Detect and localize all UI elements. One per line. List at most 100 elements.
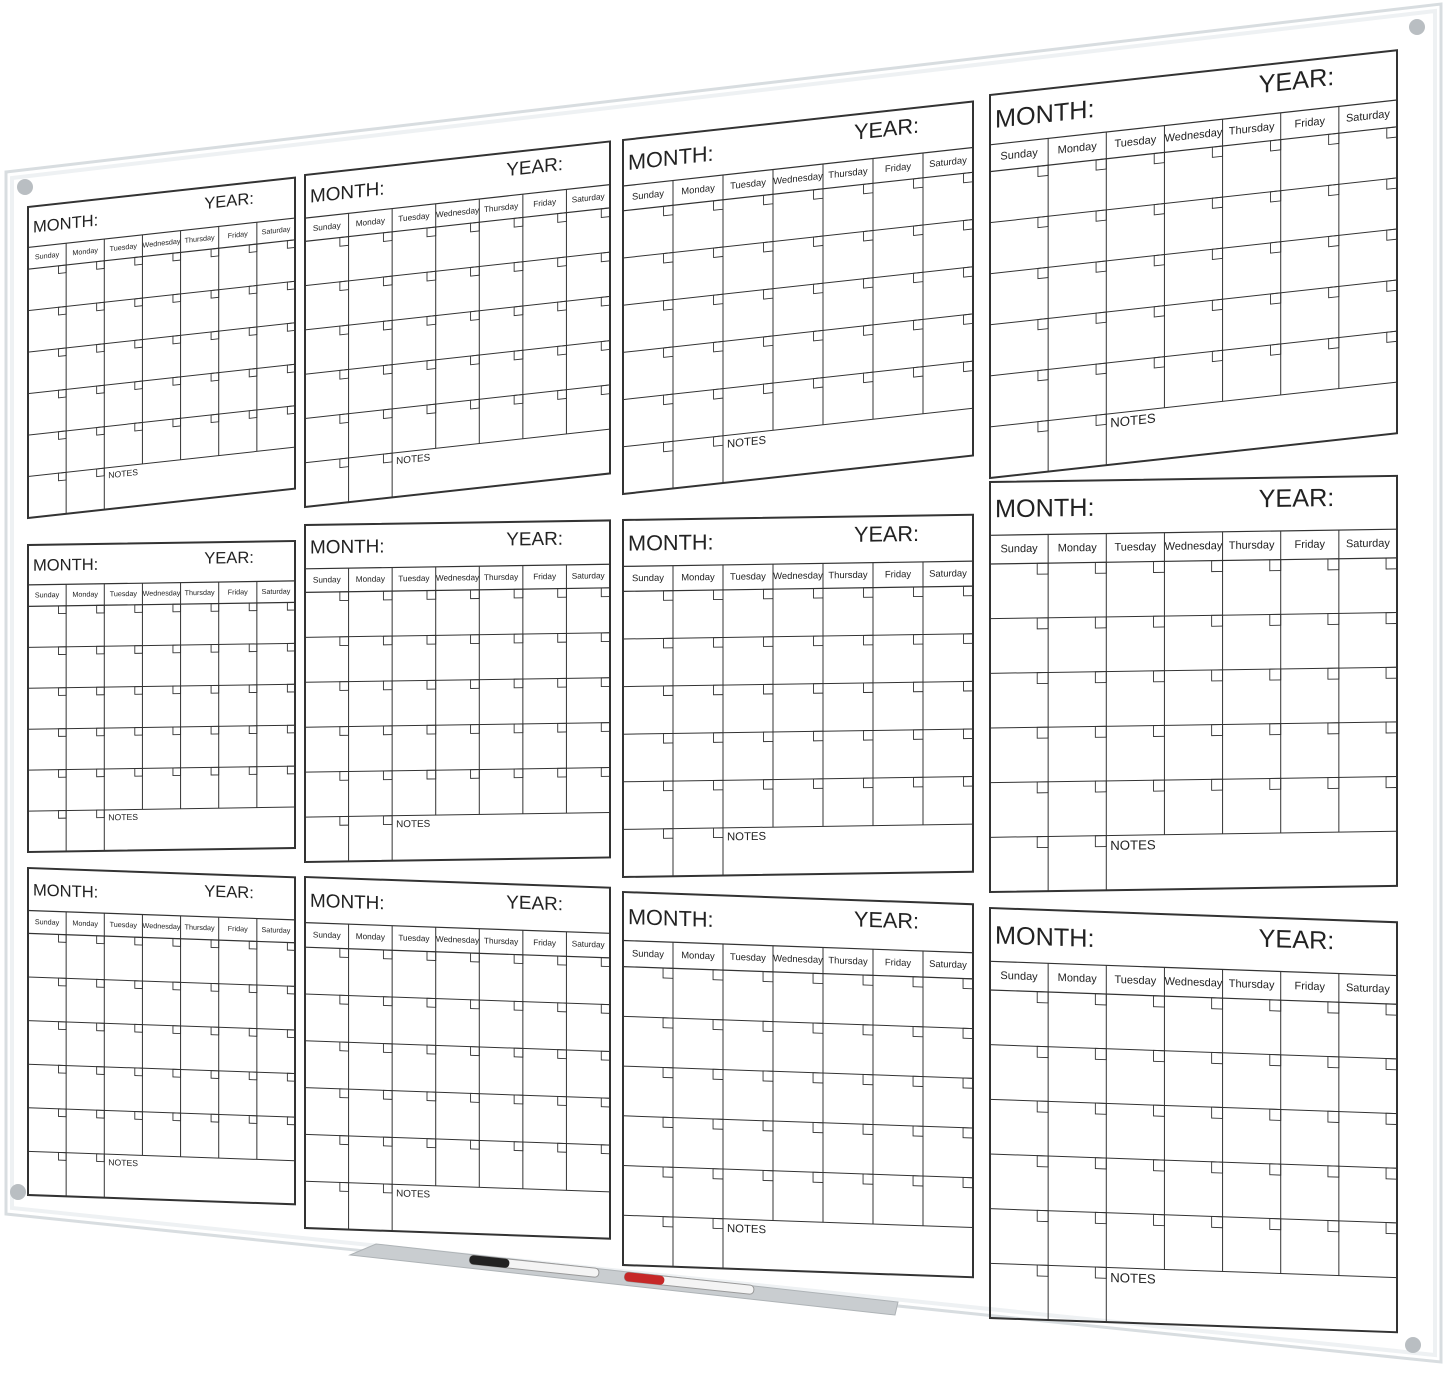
calendar-panel: MONTH: YEAR: Sunday Monday Tuesday Wednesday T… — [304, 875, 611, 1240]
date-box — [134, 339, 143, 349]
date-box — [426, 679, 437, 690]
weekday: Wednesday — [1165, 976, 1223, 990]
date-box — [763, 382, 774, 395]
date-box — [1386, 279, 1398, 292]
weekday: Tuesday — [398, 574, 430, 583]
weekday: Tuesday — [398, 211, 430, 224]
weekday: Saturday — [572, 939, 606, 949]
weekday: Wednesday — [773, 953, 823, 966]
date-box — [600, 340, 611, 351]
date-box — [286, 765, 296, 775]
date-box — [1211, 349, 1224, 363]
panel-frame — [989, 49, 1398, 480]
date-box — [1036, 836, 1049, 849]
weekday: Friday — [885, 161, 911, 175]
date-box — [1327, 558, 1340, 571]
date-box — [557, 389, 567, 400]
date-box — [339, 457, 350, 469]
weekday: Monday — [1058, 542, 1098, 555]
date-box — [813, 730, 824, 742]
date-box — [1211, 145, 1224, 158]
date-box — [172, 376, 182, 386]
date-box — [382, 1043, 393, 1054]
date-box — [96, 727, 105, 737]
date-box — [210, 413, 220, 424]
weekday: Thursday — [1229, 121, 1275, 138]
date-box — [134, 686, 143, 695]
date-box — [210, 289, 220, 299]
weekday: Thursday — [1229, 978, 1275, 992]
date-box — [210, 725, 220, 735]
date-box — [862, 1074, 874, 1086]
date-box — [763, 241, 774, 253]
weekday: Tuesday — [1114, 974, 1156, 987]
date-box — [663, 204, 674, 217]
date-box — [713, 246, 724, 258]
date-box — [172, 417, 182, 428]
date-box — [513, 678, 524, 689]
notes-label: NOTES — [396, 1188, 430, 1200]
date-box — [1211, 247, 1224, 260]
date-box — [470, 398, 480, 410]
weekday: Friday — [1295, 980, 1326, 993]
date-box — [172, 685, 182, 695]
date-box — [963, 171, 974, 184]
year-label: YEAR: — [204, 882, 254, 903]
date-box — [470, 221, 480, 233]
panel-frame — [304, 140, 611, 509]
date-box — [286, 1072, 296, 1082]
date-box — [763, 683, 774, 695]
date-box — [1327, 1165, 1340, 1178]
marker-cap — [469, 1255, 510, 1268]
date-box — [663, 440, 674, 453]
date-box — [962, 1127, 974, 1139]
date-box — [713, 732, 724, 743]
date-box — [1269, 668, 1282, 681]
calendar-panel: MONTH: YEAR: Sunday Monday Tuesday Wednesday T… — [304, 519, 611, 864]
date-box — [1386, 126, 1398, 139]
date-box — [1211, 560, 1224, 573]
date-box — [713, 388, 724, 400]
date-box — [339, 636, 350, 646]
date-box — [172, 767, 182, 777]
date-box — [713, 827, 724, 839]
date-box — [1036, 1100, 1049, 1113]
weekday: Sunday — [1000, 970, 1038, 983]
date-box — [1328, 285, 1340, 299]
date-box — [1153, 151, 1165, 165]
date-box — [96, 686, 105, 696]
rule — [990, 528, 1397, 536]
date-box — [210, 939, 220, 949]
date-box — [663, 685, 674, 696]
month-label: MONTH: — [310, 891, 385, 915]
weekday: Thursday — [484, 201, 519, 214]
date-box — [426, 315, 437, 326]
rule — [623, 823, 973, 830]
date-box — [863, 729, 874, 741]
date-box — [913, 634, 924, 645]
date-box — [1211, 1215, 1224, 1229]
date-box — [210, 372, 220, 382]
weekday: Thursday — [484, 936, 519, 946]
weekday: Tuesday — [730, 952, 766, 964]
year-label: YEAR: — [506, 892, 563, 915]
date-box — [663, 780, 674, 792]
date-box — [862, 1173, 874, 1185]
date-box — [248, 643, 258, 653]
date-box — [513, 305, 524, 317]
date-box — [96, 343, 105, 353]
date-box — [863, 371, 874, 384]
date-box — [339, 1041, 350, 1052]
date-box — [382, 680, 393, 691]
date-box — [1270, 241, 1282, 254]
date-box — [862, 1024, 874, 1036]
rule — [990, 1262, 1397, 1279]
weekday: Saturday — [929, 959, 967, 971]
date-box — [134, 645, 143, 654]
date-box — [1269, 613, 1282, 626]
date-box — [913, 177, 924, 189]
date-box — [1095, 260, 1107, 273]
date-box — [663, 393, 674, 406]
weekday: Monday — [356, 575, 386, 584]
date-box — [1385, 612, 1398, 625]
